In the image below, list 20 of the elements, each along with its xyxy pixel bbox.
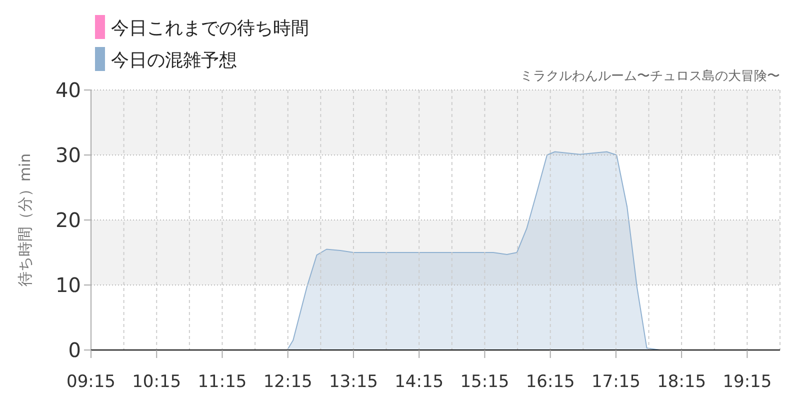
chart-subtitle: ミラクルわんルーム〜チュロス島の大冒険〜 [520,69,780,84]
y-axis-title: 待ち時間（分）min [16,153,34,287]
x-tick-label: 12:15 [263,372,312,392]
x-tick-label: 18:15 [657,372,706,392]
legend-label: 今日これまでの待ち時間 [111,18,309,39]
x-tick-label: 14:15 [394,372,444,392]
x-tick-label: 15:15 [460,372,510,392]
x-tick-label: 16:15 [526,372,575,392]
x-tick-label: 13:15 [328,372,378,392]
y-tick-label: 30 [56,143,81,167]
x-tick-label: 11:15 [198,372,247,392]
x-tick-label: 19:15 [722,372,772,392]
y-tick-label: 10 [56,273,81,297]
y-tick-label: 40 [56,78,81,102]
y-tick-label: 20 [56,208,81,232]
x-tick-label: 10:15 [132,372,182,392]
x-tick-label: 09:15 [66,372,116,392]
x-tick-label: 17:15 [591,372,640,392]
legend-label: 今日の混雑予想 [111,50,237,71]
y-tick-label: 0 [68,338,81,362]
